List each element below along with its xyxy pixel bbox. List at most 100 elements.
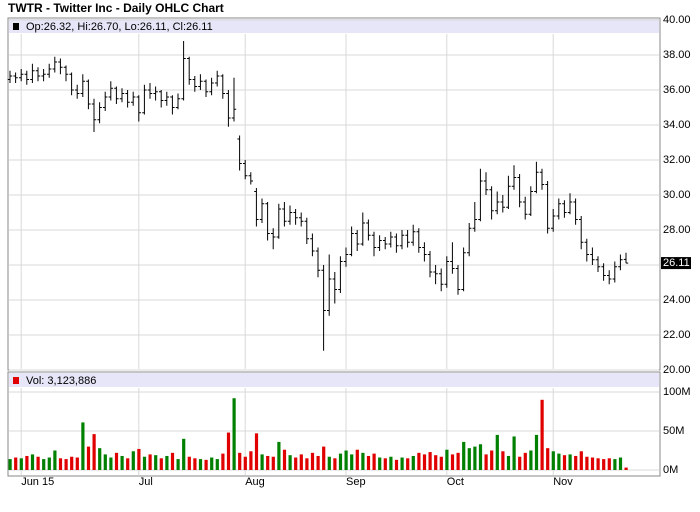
price-legend: Op:26.32, Hi:26.70, Lo:26.11, Cl:26.11 — [26, 21, 213, 33]
volume-bar — [534, 434, 539, 470]
volume-bar — [182, 438, 186, 470]
volume-bar — [53, 450, 57, 470]
volume-bar — [389, 456, 393, 470]
volume-bar — [490, 450, 494, 470]
volume-bar — [176, 459, 180, 470]
volume-bar — [473, 446, 477, 470]
x-tick-label: Nov — [553, 476, 573, 488]
volume-bar — [8, 459, 12, 470]
volume-bar — [495, 434, 499, 470]
volume-bar — [562, 455, 567, 470]
volume-bar — [372, 453, 376, 470]
volume-bar — [137, 448, 141, 470]
volume-bar — [81, 422, 85, 470]
volume-bar — [551, 451, 555, 470]
volume-bar — [25, 455, 29, 470]
volume-bar — [232, 398, 236, 470]
price-tag-label: 26.11 — [663, 257, 690, 269]
y-tick-label: 32.00 — [663, 154, 691, 166]
volume-bar — [350, 454, 354, 470]
volume-bar — [344, 450, 348, 470]
volume-bar — [14, 457, 18, 470]
volume-bar — [30, 454, 35, 470]
volume-bar — [154, 455, 158, 470]
volume-bar — [92, 434, 96, 470]
y-tick-label: 22.00 — [663, 329, 691, 341]
y-tick-label: 30.00 — [663, 189, 691, 201]
volume-bar — [417, 452, 421, 470]
volume-bar — [596, 458, 600, 470]
volume-bar — [484, 454, 488, 470]
y-tick-label: 28.00 — [663, 224, 691, 236]
volume-bar — [322, 446, 326, 470]
price-tag — [661, 257, 691, 270]
volume-bar — [215, 459, 219, 470]
volume-bar — [557, 453, 561, 470]
volume-bar — [422, 454, 427, 470]
volume-bar — [58, 458, 63, 470]
volume-bar — [462, 441, 466, 470]
y2-tick-label: 0M — [663, 464, 678, 476]
y-tick-label: 24.00 — [663, 294, 691, 306]
volume-bar — [383, 458, 387, 470]
volume-bar — [434, 455, 438, 470]
volume-bar — [602, 459, 606, 470]
volume-bar — [70, 456, 74, 470]
volume-bar — [75, 457, 79, 470]
volume-bar — [546, 448, 550, 470]
volume-bar — [400, 457, 404, 470]
volume-legend-bar — [9, 373, 659, 387]
volume-bar — [613, 459, 617, 470]
volume-bar — [64, 459, 68, 470]
volume-bar — [271, 456, 275, 470]
volume-bar — [109, 457, 113, 470]
volume-bar — [439, 456, 443, 470]
volume-bar — [394, 459, 399, 470]
volume-bar — [428, 452, 432, 470]
volume-bar — [86, 446, 91, 470]
volume-bar — [299, 454, 303, 470]
volume-bar — [338, 453, 343, 470]
volume-bar — [518, 456, 522, 470]
volume-bar — [585, 456, 589, 470]
volume-bar — [355, 449, 359, 470]
volume-bar — [568, 454, 572, 470]
price-legend-bar — [9, 19, 659, 33]
volume-bar — [618, 457, 623, 470]
volume-bar — [624, 467, 628, 470]
volume-bar — [126, 458, 130, 470]
volume-bar — [529, 450, 533, 470]
y2-tick-label: 100M — [663, 386, 691, 398]
volume-bar — [243, 456, 247, 470]
volume-bar — [114, 452, 119, 470]
volume-bar — [467, 448, 471, 470]
legend-marker — [13, 23, 19, 30]
x-tick-label: Sep — [346, 476, 366, 488]
volume-bar — [159, 458, 163, 470]
volume-bar — [327, 456, 331, 470]
y2-tick-label: 50M — [663, 425, 684, 437]
volume-bar — [333, 458, 337, 470]
volume-bar — [254, 433, 259, 470]
x-tick-label: Jun 15 — [21, 476, 54, 488]
volume-bar — [210, 457, 214, 470]
volume-bar — [523, 452, 527, 470]
volume-bar — [47, 457, 51, 470]
volume-bar — [366, 455, 371, 470]
volume-bar — [288, 455, 292, 470]
price-panel — [7, 17, 661, 371]
volume-bar — [36, 456, 40, 470]
volume-bar — [540, 399, 544, 470]
volume-bar — [226, 432, 231, 470]
volume-bar — [249, 451, 253, 470]
volume-bar — [266, 455, 270, 470]
volume-bar — [187, 456, 191, 470]
volume-bar — [294, 457, 298, 470]
volume-bar — [456, 452, 460, 470]
volume-bar — [103, 454, 107, 470]
volume-bar — [131, 451, 135, 470]
volume-bar — [204, 459, 208, 470]
volume-bar — [579, 451, 583, 470]
volume-legend: Vol: 3,123,886 — [26, 375, 96, 387]
